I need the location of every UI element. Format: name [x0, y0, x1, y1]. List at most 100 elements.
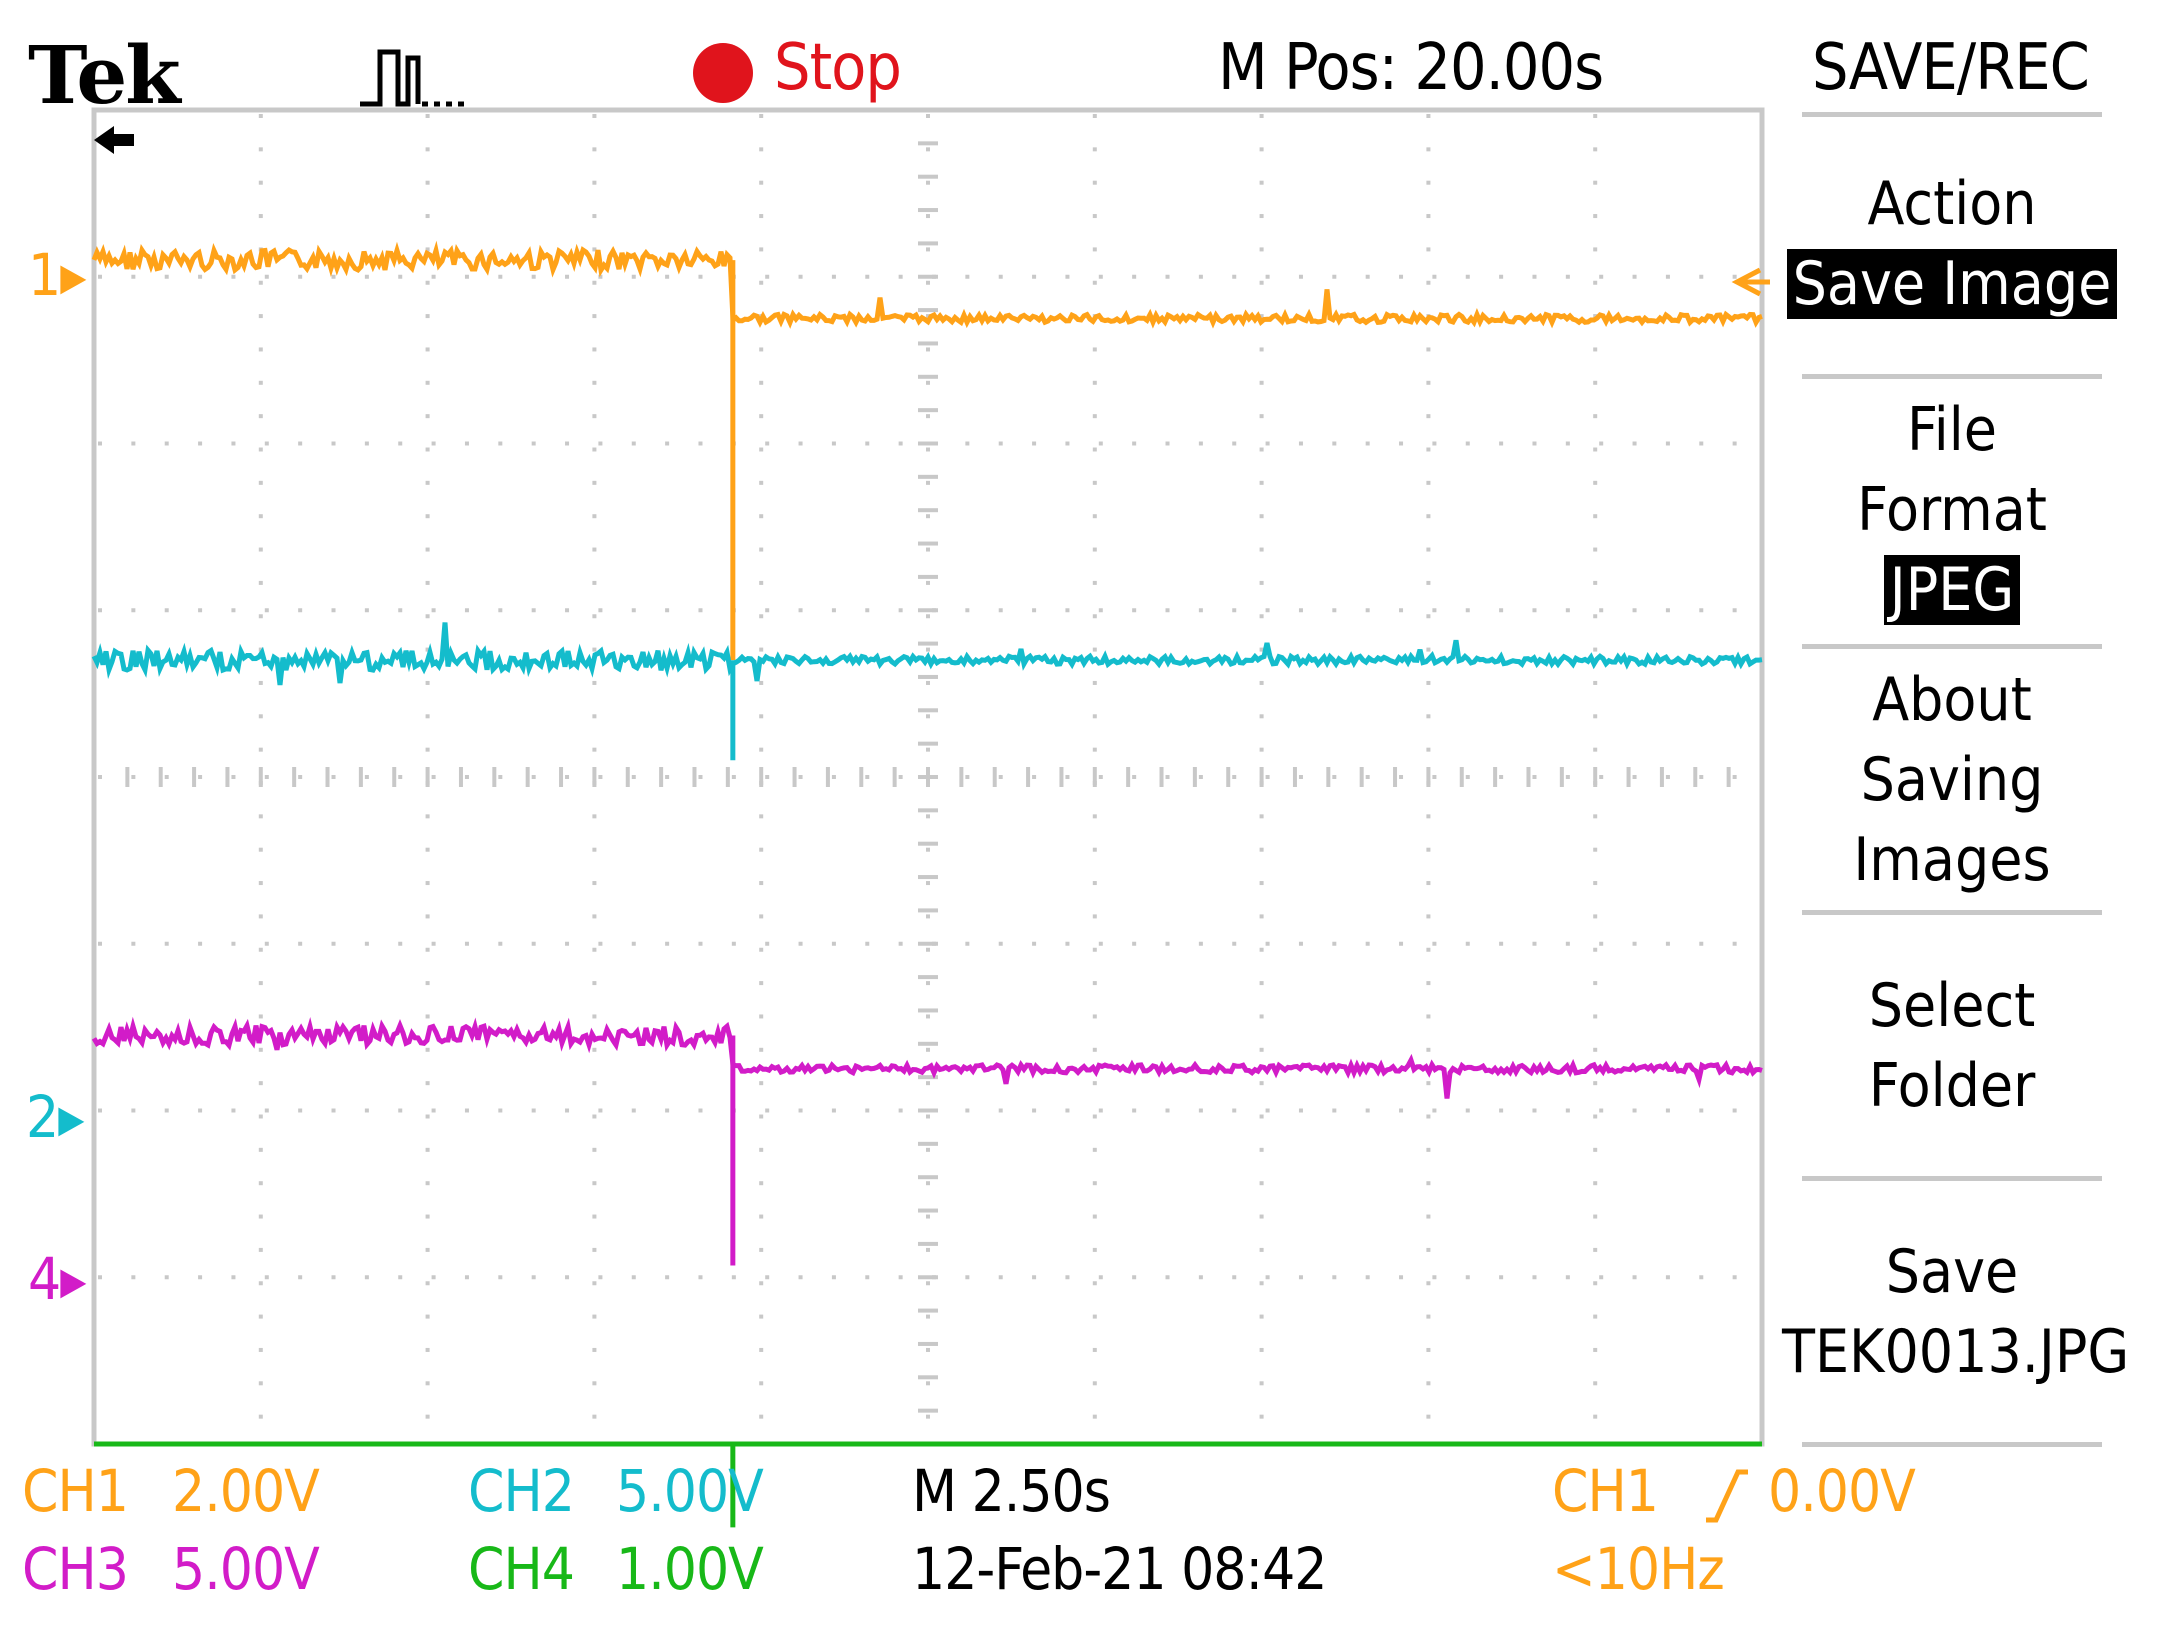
grid-dot	[759, 680, 764, 685]
grid-dot	[926, 914, 930, 919]
grid-dot	[1165, 274, 1170, 279]
grid-dot	[425, 247, 430, 252]
grid-dot	[425, 1314, 430, 1319]
grid-dot	[926, 147, 930, 152]
grid-dot	[659, 767, 664, 787]
grid-dot	[926, 1181, 930, 1186]
grid-dot	[258, 1147, 263, 1152]
grid-dot	[592, 1247, 597, 1252]
grid-dot	[926, 1214, 930, 1219]
grid-dot	[1432, 775, 1437, 779]
grid-dot	[458, 767, 463, 787]
grid-dot	[1599, 941, 1604, 946]
grid-dot	[1232, 941, 1237, 946]
grid-dot	[164, 1275, 169, 1280]
grid-dot	[798, 1108, 803, 1113]
grid-dot	[1659, 767, 1664, 787]
grid-dot	[918, 608, 938, 613]
grid-dot	[364, 274, 369, 279]
grid-dot	[926, 347, 930, 352]
grid-dot	[598, 775, 603, 779]
grid-dot	[425, 1247, 430, 1252]
grid-dot	[592, 981, 597, 986]
grid-dot	[258, 1047, 263, 1052]
grid-dot	[1593, 881, 1598, 886]
grid-dot	[1426, 714, 1431, 719]
grid-dot	[759, 514, 764, 519]
grid-dot	[1092, 647, 1097, 652]
grid-dot	[592, 447, 597, 452]
grid-dot	[759, 214, 764, 219]
grid-dot	[1259, 1214, 1264, 1219]
grid-dot	[1593, 1414, 1598, 1419]
grid-dot	[1593, 1314, 1598, 1319]
menu-save-file[interactable]: Save TEK0013.JPG	[1782, 1232, 2129, 1392]
grid-dot	[1426, 347, 1431, 352]
grid-dot	[592, 180, 597, 185]
grid-dot	[1332, 941, 1337, 946]
grid-dot	[918, 108, 938, 112]
menu-select-folder[interactable]: Select Folder	[1782, 966, 2122, 1126]
grid-dot	[425, 614, 430, 619]
grid-dot	[625, 767, 630, 787]
grid-dot	[1259, 1114, 1264, 1119]
grid-dot	[592, 480, 597, 485]
grid-dot	[1465, 1108, 1470, 1113]
grid-dot	[498, 1108, 503, 1113]
menu-action[interactable]: Action Save Image	[1782, 164, 2122, 324]
grid-dot	[918, 574, 938, 579]
grid-dot	[1499, 1275, 1504, 1280]
grid-dot	[1092, 147, 1097, 152]
grid-dot	[698, 1108, 703, 1113]
grid-dot	[592, 1014, 597, 1019]
grid-dot	[759, 414, 764, 419]
grid-dot	[431, 608, 436, 613]
grid-dot	[592, 947, 597, 952]
menu-file-format[interactable]: File Format JPEG	[1782, 390, 2122, 630]
grid-dot	[1098, 1108, 1103, 1113]
grid-dot	[198, 1275, 203, 1280]
grid-dot	[1092, 1181, 1097, 1186]
grid-dot	[998, 941, 1003, 946]
menu-about-saving-images[interactable]: About Saving Images	[1782, 660, 2122, 900]
grid-dot	[398, 608, 403, 613]
grid-dot	[926, 1014, 930, 1019]
grid-dot	[258, 414, 263, 419]
trigger-position-arrow-icon	[94, 126, 134, 154]
grid-dot	[926, 680, 930, 685]
grid-dot	[998, 1108, 1003, 1113]
grid-dot	[898, 941, 903, 946]
grid-dot	[759, 114, 764, 118]
grid-dot	[926, 414, 930, 419]
grid-dot	[1465, 941, 1470, 946]
grid-dot	[592, 547, 597, 552]
grid-dot	[425, 214, 430, 219]
grid-dot	[198, 441, 203, 446]
grid-dot	[759, 1214, 764, 1219]
grid-dot	[1459, 767, 1464, 787]
grid-dot	[231, 1108, 236, 1113]
grid-dot	[759, 647, 764, 652]
ch1-marker: 1▸	[28, 241, 86, 309]
grid-dot	[398, 775, 403, 779]
grid-dot	[258, 547, 263, 552]
grid-dot	[1065, 1275, 1070, 1280]
grid-dot	[1092, 280, 1097, 285]
grid-dot	[592, 680, 597, 685]
grid-dot	[631, 608, 636, 613]
grid-dot	[492, 767, 497, 787]
grid-dot	[92, 767, 96, 787]
grid-dot	[1599, 274, 1604, 279]
grid-dot	[1265, 608, 1270, 613]
grid-dot	[1593, 314, 1598, 319]
grid-dot	[1365, 274, 1370, 279]
grid-dot	[498, 608, 503, 613]
date-time: 12-Feb-21 08:42	[912, 1535, 1327, 1603]
grid-dot	[1499, 441, 1504, 446]
grid-dot	[1092, 514, 1097, 519]
grid-dot	[1426, 480, 1431, 485]
grid-dot	[258, 180, 263, 185]
grid-dot	[158, 767, 163, 787]
trace-ch1	[91, 240, 1763, 329]
grid-dot	[1426, 214, 1431, 219]
